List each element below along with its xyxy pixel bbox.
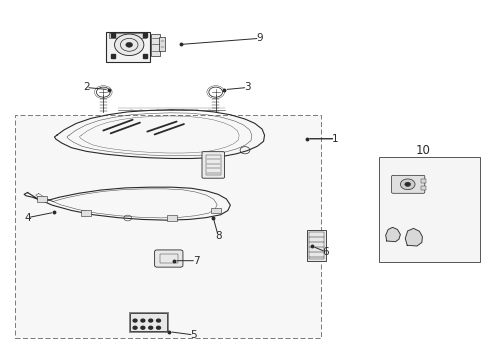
Bar [307,230,326,261]
Bar [160,254,177,263]
Circle shape [133,319,137,322]
Bar [421,179,426,183]
FancyBboxPatch shape [106,32,150,62]
Circle shape [400,179,415,190]
Circle shape [141,319,145,322]
Bar [309,231,324,259]
Text: 3: 3 [244,82,251,93]
Bar [159,37,165,51]
Bar [129,312,168,332]
Bar [15,116,321,338]
Text: 7: 7 [193,256,199,266]
FancyBboxPatch shape [392,175,425,193]
Bar [421,186,426,190]
Text: 2: 2 [83,82,90,93]
Circle shape [157,319,160,322]
Text: 9: 9 [256,33,263,43]
Bar [109,33,147,38]
Circle shape [405,182,411,186]
Bar [211,208,220,213]
Circle shape [126,42,133,47]
Text: 1: 1 [332,134,339,144]
FancyBboxPatch shape [202,152,224,178]
Polygon shape [386,227,400,242]
Bar [130,313,167,331]
FancyBboxPatch shape [155,250,183,267]
Text: 6: 6 [322,247,329,257]
Circle shape [141,326,145,329]
Circle shape [133,326,137,329]
Circle shape [149,326,153,329]
Bar [167,215,176,221]
Bar [379,157,480,262]
Bar [37,196,47,202]
Text: 4: 4 [24,213,31,222]
Circle shape [115,34,144,55]
Text: 10: 10 [416,144,431,157]
Circle shape [149,319,153,322]
Text: 5: 5 [191,330,197,340]
Bar [151,34,160,55]
Polygon shape [405,228,422,246]
Bar [206,155,220,175]
Text: 8: 8 [215,231,221,240]
Bar [81,210,91,216]
Circle shape [157,326,160,329]
